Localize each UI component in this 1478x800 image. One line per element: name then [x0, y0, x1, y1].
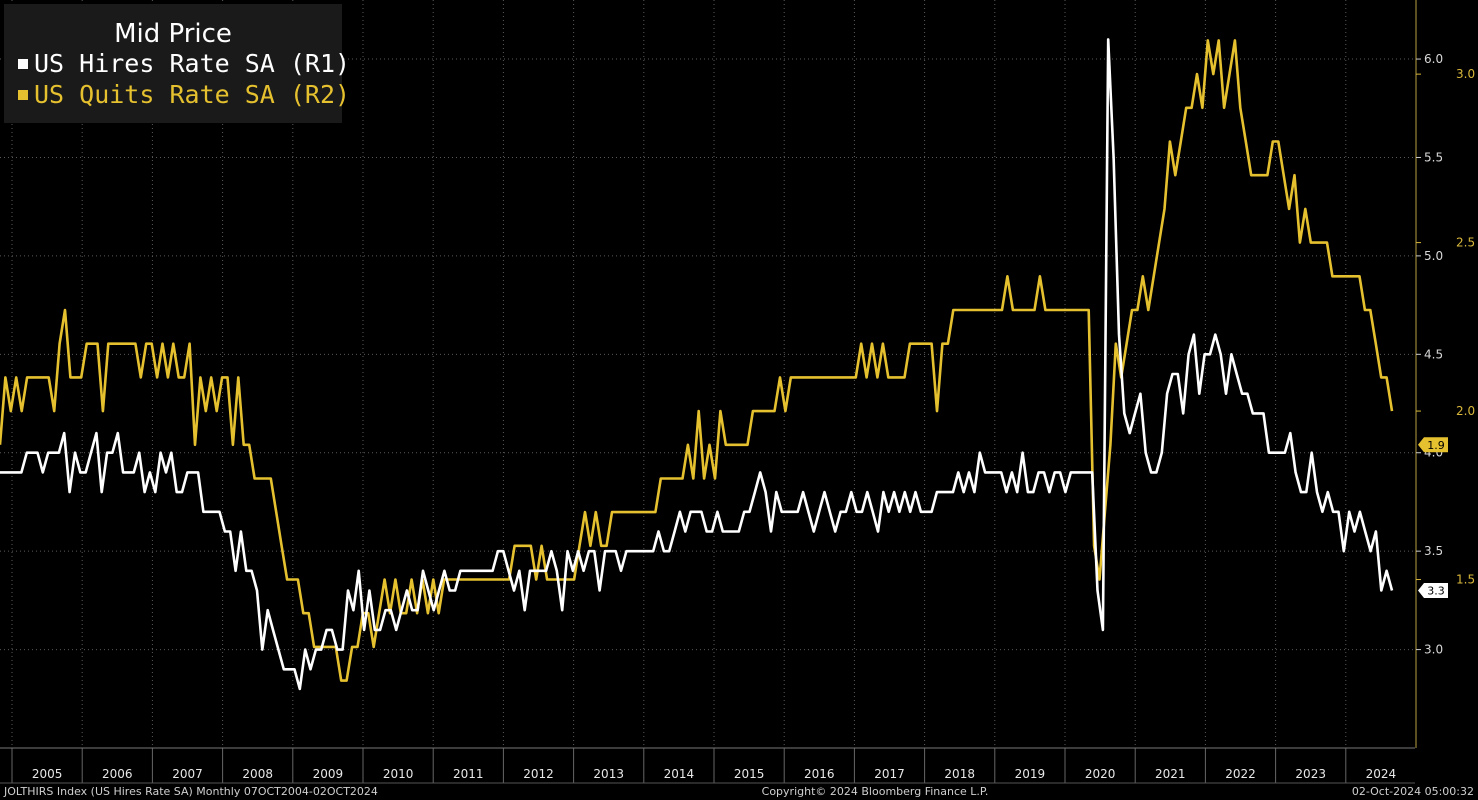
x-tick-label: 2006 — [102, 767, 133, 781]
legend-title: Mid Price — [114, 19, 232, 49]
x-axis: 2005 2006 2007 2008 2009 2010 2011 2012 2013 2014… — [0, 747, 1415, 784]
legend: Mid Price US Hires Rate SA (R1) US Quits… — [4, 4, 350, 123]
x-tick-label: 2013 — [593, 767, 624, 781]
r1-tick-label: 5.0 — [1424, 249, 1443, 263]
footer: JOLTHIRS Index (US Hires Rate SA) Monthl… — [3, 785, 1474, 798]
x-tick-label: 2005 — [32, 767, 63, 781]
r2-tick-label: 2.5 — [1456, 236, 1475, 250]
x-tick-label: 2016 — [804, 767, 835, 781]
x-tick-label: 2021 — [1155, 767, 1186, 781]
last-value-quits-label: 1.9 — [1427, 439, 1445, 452]
x-tick-label: 2018 — [944, 767, 975, 781]
r2-tick-label: 3.0 — [1456, 67, 1475, 81]
series-line-hires — [0, 38, 1394, 691]
footer-timestamp: 02-Oct-2024 05:00:32 — [1352, 785, 1474, 798]
series-layer — [0, 38, 1394, 691]
legend-item-quits: US Quits Rate SA (R2) — [34, 80, 350, 109]
r1-tick-label: 6.0 — [1424, 52, 1443, 66]
x-tick-label: 2022 — [1225, 767, 1256, 781]
last-value-hires-label: 3.3 — [1427, 585, 1445, 598]
series-line-quits — [0, 39, 1394, 682]
x-tick-label: 2011 — [453, 767, 484, 781]
x-tick-label: 2020 — [1085, 767, 1116, 781]
footer-copyright: Copyright© 2024 Bloomberg Finance L.P. — [762, 785, 989, 798]
x-tick-label: 2012 — [523, 767, 554, 781]
x-tick-label: 2007 — [172, 767, 203, 781]
x-tick-label: 2010 — [383, 767, 414, 781]
r2-tick-label: 1.5 — [1456, 573, 1475, 587]
grid-lines — [0, 0, 1415, 748]
last-value-badge-quits — [1418, 437, 1448, 453]
r2-axis: 1.5 2.0 2.5 3.0 — [1416, 67, 1475, 587]
r1-tick-label: 5.5 — [1424, 150, 1443, 164]
x-tick-label: 2017 — [874, 767, 905, 781]
x-tick-label: 2008 — [242, 767, 273, 781]
r2-tick-label: 2.0 — [1456, 404, 1475, 418]
x-tick-label: 2019 — [1015, 767, 1046, 781]
r1-tick-label: 4.5 — [1424, 347, 1443, 361]
x-tick-label: 2023 — [1295, 767, 1326, 781]
r1-tick-label: 3.0 — [1424, 643, 1443, 657]
x-tick-label: 2024 — [1366, 767, 1397, 781]
legend-item-hires: US Hires Rate SA (R1) — [34, 49, 350, 78]
x-tick-label: 2009 — [313, 767, 344, 781]
r1-axis: 3.03.54.04.55.05.56.0 — [1415, 0, 1443, 748]
legend-swatch-quits — [18, 90, 28, 100]
x-tick-label: 2014 — [664, 767, 695, 781]
legend-swatch-hires — [18, 59, 28, 69]
legend-background — [4, 4, 342, 123]
r1-tick-label: 3.5 — [1424, 544, 1443, 558]
x-tick-label: 2015 — [734, 767, 765, 781]
footer-source: JOLTHIRS Index (US Hires Rate SA) Monthl… — [3, 785, 378, 798]
last-value-badges: 3.3 1.9 — [1418, 437, 1448, 599]
last-value-badge-hires — [1418, 583, 1448, 599]
